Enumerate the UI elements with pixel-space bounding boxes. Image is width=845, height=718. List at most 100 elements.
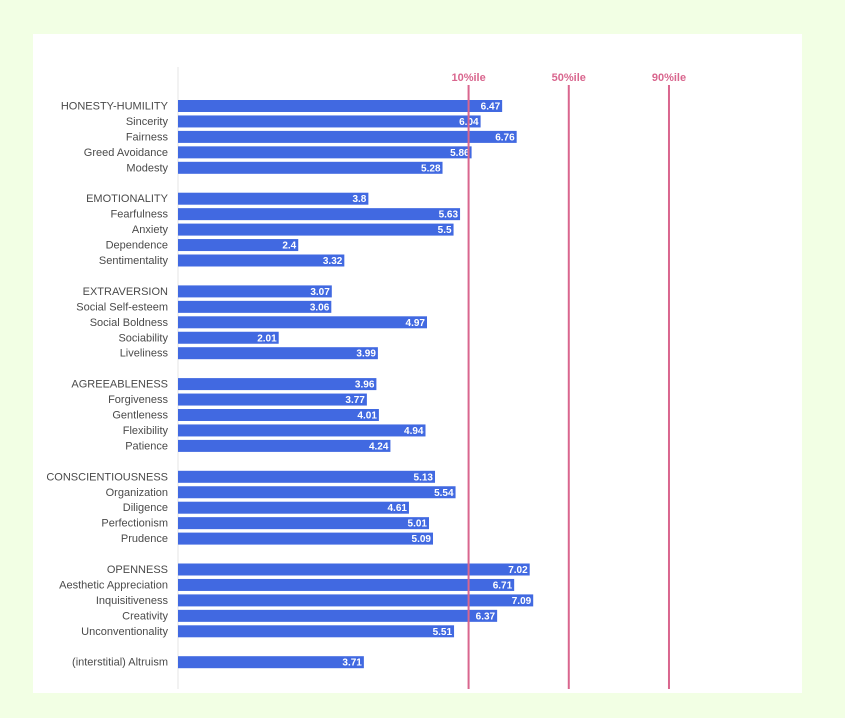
value-label: 6.76 — [495, 132, 515, 143]
percentile-label: 50%ile — [552, 72, 586, 84]
category-label: Forgiveness — [108, 394, 168, 406]
category-label: Flexibility — [123, 425, 169, 437]
category-label: Creativity — [122, 610, 168, 622]
category-labels: HONESTY-HUMILITY6.47Sincerity6.04Fairnes… — [46, 72, 686, 689]
value-label: 3.32 — [323, 256, 343, 267]
category-label: Sociability — [118, 332, 168, 344]
bar — [178, 254, 345, 267]
value-label: 5.54 — [434, 488, 454, 499]
bar — [178, 208, 461, 221]
value-label: 6.47 — [481, 102, 501, 113]
bar — [178, 223, 454, 236]
value-label: 3.71 — [342, 658, 362, 669]
category-label: Patience — [125, 440, 168, 452]
value-label: 3.06 — [310, 302, 330, 313]
bars — [178, 100, 534, 669]
percentile-label: 10%ile — [451, 72, 485, 84]
category-label: Sentimentality — [99, 255, 169, 267]
bar — [178, 409, 379, 421]
bar — [178, 331, 279, 344]
category-label: (interstitial) Altruism — [72, 657, 168, 669]
bar — [178, 578, 515, 591]
value-label: 7.02 — [508, 565, 528, 576]
bar — [178, 100, 503, 112]
bar — [178, 115, 481, 128]
value-label: 7.09 — [512, 596, 532, 607]
bar — [178, 130, 517, 143]
category-label: Perfectionism — [101, 518, 168, 530]
value-label: 4.61 — [387, 503, 407, 514]
category-label: Social Self-esteem — [76, 301, 168, 313]
bar-chart: HONESTY-HUMILITY6.47Sincerity6.04Fairnes… — [46, 67, 686, 689]
category-label: HONESTY-HUMILITY — [61, 101, 169, 113]
bar — [178, 300, 332, 313]
bar — [178, 532, 434, 545]
category-label: Sincerity — [126, 116, 169, 128]
bar — [178, 161, 443, 174]
category-label: Fearfulness — [111, 209, 169, 221]
bar — [178, 393, 367, 406]
category-label: Inquisitiveness — [96, 595, 169, 607]
value-label: 4.97 — [406, 318, 426, 329]
value-label: 3.96 — [355, 380, 375, 391]
value-label: 5.13 — [414, 472, 434, 483]
category-label: Organization — [106, 487, 168, 499]
bar — [178, 470, 436, 483]
category-label: Modesty — [126, 162, 168, 174]
value-label: 3.99 — [356, 349, 376, 360]
percentile-label: 90%ile — [652, 72, 686, 84]
category-label: Fairness — [126, 131, 169, 143]
value-label: 4.94 — [404, 426, 424, 437]
category-label: Anxiety — [132, 224, 169, 236]
category-label: Diligence — [123, 502, 168, 514]
category-label: OPENNESS — [107, 564, 168, 576]
bar — [178, 594, 534, 607]
value-label: 5.28 — [421, 163, 441, 174]
value-label: 5.86 — [450, 148, 470, 159]
value-label: 3.77 — [345, 395, 365, 406]
percentile-lines: 10%ile 50%ile 90%ile — [451, 72, 686, 689]
bar — [178, 517, 430, 530]
value-label: 5.5 — [438, 225, 452, 236]
category-label: EMOTIONALITY — [86, 193, 169, 205]
category-label: Social Boldness — [90, 317, 169, 329]
bar — [178, 347, 378, 360]
value-label: 3.07 — [310, 287, 330, 298]
bar — [178, 563, 530, 576]
chart-panel: HONESTY-HUMILITY6.47Sincerity6.04Fairnes… — [33, 34, 802, 693]
value-label: 4.01 — [357, 411, 377, 422]
value-label: 2.01 — [257, 333, 277, 344]
bar — [178, 656, 364, 669]
bar — [178, 316, 427, 329]
bar — [178, 378, 377, 391]
value-label: 6.37 — [476, 611, 496, 622]
category-label: Unconventionality — [81, 626, 168, 638]
bar — [178, 501, 409, 514]
value-label: 5.01 — [408, 519, 428, 530]
bar — [178, 609, 498, 622]
value-label: 5.51 — [433, 627, 453, 638]
value-label: 2.4 — [282, 241, 296, 252]
value-label: 4.24 — [369, 441, 389, 452]
category-label: CONSCIENTIOUSNESS — [46, 471, 168, 483]
value-label: 3.8 — [352, 194, 366, 205]
category-label: Aesthetic Appreciation — [59, 579, 168, 591]
category-label: Gentleness — [112, 410, 168, 422]
bar — [178, 146, 472, 159]
category-label: Greed Avoidance — [84, 147, 168, 159]
category-label: EXTRAVERSION — [83, 286, 168, 298]
category-label: AGREEABLENESS — [71, 379, 168, 391]
category-label: Liveliness — [120, 348, 169, 360]
bar — [178, 424, 426, 437]
bar — [178, 192, 369, 205]
category-label: Prudence — [121, 533, 168, 545]
bar — [178, 486, 456, 499]
bar — [178, 239, 299, 252]
value-label: 5.63 — [439, 210, 459, 221]
category-label: Dependence — [106, 240, 168, 252]
value-label: 5.09 — [412, 534, 432, 545]
bar — [178, 439, 391, 452]
value-label: 6.71 — [493, 580, 513, 591]
bar — [178, 285, 332, 298]
bar — [178, 625, 455, 638]
